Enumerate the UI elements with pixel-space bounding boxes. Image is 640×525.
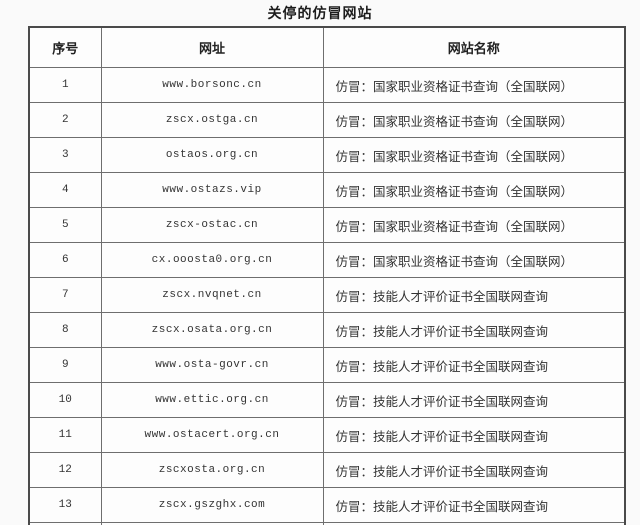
table-body: 1 www.borsonc.cn 仿冒：国家职业资格证书查询（全国联网） 2 zscx.… [28,67,626,525]
site-name-cell: 仿冒：技能人才评价证书全国联网查询 [322,312,626,348]
table-row: 2 zscx.ostga.cn 仿冒：国家职业资格证书查询（全国联网） [28,102,626,138]
serial-cell: 2 [28,102,102,138]
table-row: 1 www.borsonc.cn 仿冒：国家职业资格证书查询（全国联网） [28,67,626,103]
table-row: 13 zscx.gszghx.com 仿冒：技能人才评价证书全国联网查询 [28,487,626,523]
table-row: 3 ostaos.org.cn 仿冒：国家职业资格证书查询（全国联网） [28,137,626,173]
url-cell: zscx.gszghx.com [100,487,324,523]
url-cell: zscxosta.org.cn [100,452,324,488]
url-cell: www.ostazs.vip [100,172,324,208]
site-name-cell: 仿冒：技能人才评价证书全国联网查询 [322,452,626,488]
page-title: 关停的仿冒网站 [267,7,373,22]
serial-cell: 12 [28,452,102,488]
table-row: 5 zscx-ostac.cn 仿冒：国家职业资格证书查询（全国联网） [28,207,626,243]
site-name-cell: 仿冒：技能人才评价证书全国联网查询 [322,347,626,383]
site-name-cell: 仿冒：国家职业资格证书查询（全国联网） [322,67,626,103]
url-cell: zscx.nvqnet.cn [100,277,324,313]
table-row: 4 www.ostazs.vip 仿冒：国家职业资格证书查询（全国联网） [28,172,626,208]
serial-cell: 13 [28,487,102,523]
site-name-cell: 仿冒：技能人才评价证书全国联网查询 [322,487,626,523]
header-row: 序号 网址 网站名称 [28,26,626,68]
serial-cell: 10 [28,382,102,418]
site-name-cell: 仿冒：国家职业资格证书查询（全国联网） [322,242,626,278]
serial-cell: 9 [28,347,102,383]
site-name-cell: 仿冒：国家职业资格证书查询（全国联网） [322,207,626,243]
url-cell: ostaos.org.cn [100,137,324,173]
column-header-serial: 序号 [28,26,102,68]
url-cell: www.ettic.org.cn [100,382,324,418]
serial-cell: 8 [28,312,102,348]
table-row: 7 zscx.nvqnet.cn 仿冒：技能人才评价证书全国联网查询 [28,277,626,313]
url-cell: www.borsonc.cn [100,67,324,103]
serial-cell: 1 [28,67,102,103]
site-name-cell: 仿冒：技能人才评价证书全国联网查询 [322,277,626,313]
site-name-cell: 仿冒：中国就业培训技术指导中心 [322,522,626,525]
site-name-cell: 仿冒：技能人才评价证书全国联网查询 [322,417,626,453]
table-row: 8 zscx.osata.org.cn 仿冒：技能人才评价证书全国联网查询 [28,312,626,348]
site-name-cell: 仿冒：国家职业资格证书查询（全国联网） [322,102,626,138]
url-cell: www.osta-govr.cn [100,347,324,383]
url-cell: www.ostacert.org.cn [100,417,324,453]
column-header-site-name: 网站名称 [322,26,626,68]
site-name-cell: 仿冒：国家职业资格证书查询（全国联网） [322,137,626,173]
table-row: 6 cx.ooosta0.org.cn 仿冒：国家职业资格证书查询（全国联网） [28,242,626,278]
fake-sites-table: 序号 网址 网站名称 1 www.borsonc.cn 仿冒：国家职业资格证书查询（… [28,26,626,525]
serial-cell: 6 [28,242,102,278]
site-name-cell: 仿冒：国家职业资格证书查询（全国联网） [322,172,626,208]
serial-cell: 5 [28,207,102,243]
serial-cell: 3 [28,137,102,173]
table-row: 10 www.ettic.org.cn 仿冒：技能人才评价证书全国联网查询 [28,382,626,418]
table-header: 序号 网址 网站名称 [28,26,626,68]
serial-cell: 11 [28,417,102,453]
url-cell: cx.ooosta0.org.cn [100,242,324,278]
table-row: 11 www.ostacert.org.cn 仿冒：技能人才评价证书全国联网查询 [28,417,626,453]
serial-cell: 4 [28,172,102,208]
url-cell: zscx-ostac.cn [100,207,324,243]
column-header-url: 网址 [100,26,324,68]
serial-cell: 7 [28,277,102,313]
table-row: 12 zscxosta.org.cn 仿冒：技能人才评价证书全国联网查询 [28,452,626,488]
site-name-cell: 仿冒：技能人才评价证书全国联网查询 [322,382,626,418]
url-cell: zscx.osata.org.cn [100,312,324,348]
table-row: 9 www.osta-govr.cn 仿冒：技能人才评价证书全国联网查询 [28,347,626,383]
url-cell: zscx.ostga.cn [100,102,324,138]
